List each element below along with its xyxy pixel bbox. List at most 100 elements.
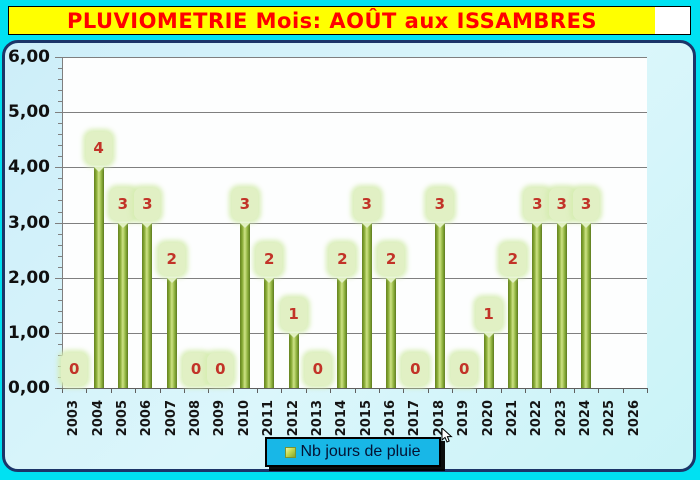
y-axis-label: 2,00 [8,267,50,288]
bar [117,222,128,388]
y-axis-minor-tick [58,178,62,180]
x-axis-category-label: 2023 [553,394,571,436]
gridline [62,112,647,114]
x-axis-tick [159,388,161,393]
data-label-badge: 0 [61,353,88,385]
bar-top-notch-icon [166,277,177,283]
x-axis-category-label: 2021 [504,394,522,436]
y-axis-minor-tick [58,343,62,345]
year-text: 2015 [358,399,374,436]
bar-top-notch-icon [361,222,372,228]
x-axis-tick [135,388,137,393]
y-axis-minor-tick [58,244,62,246]
y-axis-minor-tick [58,68,62,69]
bar [483,332,494,388]
y-axis-minor-tick [58,123,62,125]
bar [386,277,397,388]
y-axis-major-tick [55,277,62,279]
chart-title-bar: PLUVIOMETRIE Mois: AOÛT aux ISSAMBRES [8,6,691,35]
chart-legend[interactable]: Nb jours de pluie [265,437,441,467]
y-axis-minor-tick [58,211,62,213]
x-axis-category-label: 2007 [163,394,181,436]
data-label-badge: 2 [329,242,356,275]
x-axis-category-label: 2003 [65,394,83,436]
data-label-badge: 0 [207,353,234,385]
x-axis-category-label: 2012 [285,394,303,436]
year-text: 2003 [66,399,82,436]
data-label-badge: 3 [426,187,453,220]
bar [166,277,177,388]
y-axis-minor-tick [58,299,62,301]
x-axis-tick [525,388,527,393]
y-axis-minor-tick [58,134,62,136]
year-text: 2006 [139,399,155,436]
x-axis-tick [647,388,648,393]
data-label-badge: 2 [158,242,185,275]
data-label-badge: 3 [353,187,380,220]
y-axis-major-tick [55,112,62,114]
bar [361,222,372,388]
x-axis-tick [110,388,112,393]
x-axis-category-label: 2016 [382,394,400,436]
data-label-badge: 0 [183,353,210,385]
bar [532,222,543,388]
legend-label: Nb jours de pluie [300,443,421,460]
y-axis-minor-tick [58,377,62,378]
bar-top-notch-icon [532,222,543,228]
y-axis-minor-tick [58,79,62,81]
x-axis-category-label: 2004 [90,394,108,436]
data-label-badge: 3 [231,187,258,220]
bar-top-notch-icon [507,277,518,283]
x-axis-line [57,388,647,389]
x-axis-category-label: 2017 [406,394,424,436]
x-axis-tick [208,388,210,393]
year-text: 2023 [553,399,569,436]
bar-top-notch-icon [239,222,250,228]
y-axis-minor-tick [58,156,62,158]
x-axis-category-label: 2020 [480,394,498,436]
x-axis-tick [549,388,551,393]
y-axis-minor-tick [58,266,62,268]
y-axis-major-tick [55,222,62,224]
year-text: 2010 [236,399,252,436]
x-axis-tick [257,388,258,393]
data-label-badge: 3 [134,187,161,220]
year-text: 2005 [114,399,130,436]
y-axis-minor-tick [58,365,62,367]
bar-top-notch-icon [434,222,445,228]
gridline [62,222,647,224]
year-text: 2004 [90,399,106,436]
x-axis-tick [403,388,405,393]
year-text: 2025 [602,399,618,436]
y-axis-minor-tick [58,200,62,202]
x-axis-tick [354,388,356,393]
year-text: 2013 [309,399,325,436]
bar-top-notch-icon [288,332,299,338]
year-text: 2020 [480,399,496,436]
bar-top-notch-icon [386,277,397,283]
x-axis-category-label: 2014 [333,394,351,436]
gridline [62,277,647,279]
bar-top-notch-icon [142,222,153,228]
y-axis-minor-tick [58,101,62,103]
gridline [62,332,647,334]
y-axis-label: 1,00 [8,322,50,343]
y-axis-minor-tick [58,288,62,290]
y-axis-major-tick [55,167,62,169]
bar [337,277,348,388]
data-label-badge: 2 [378,242,405,275]
bar-top-notch-icon [264,277,275,283]
data-label-badge: 3 [524,187,551,220]
bar [142,222,153,388]
data-label-badge: 0 [304,353,331,385]
year-text: 2012 [285,399,301,436]
data-label-badge: 4 [85,132,112,165]
data-label-badge: 2 [256,242,283,275]
x-axis-tick [62,388,63,393]
x-axis-category-label: 2025 [601,394,619,436]
bar-top-notch-icon [93,167,104,173]
chart-title-highlight: PLUVIOMETRIE Mois: AOÛT aux ISSAMBRES [9,7,655,34]
year-text: 2008 [188,399,204,436]
y-axis-label: 4,00 [8,157,50,178]
y-axis-minor-tick [58,255,62,257]
